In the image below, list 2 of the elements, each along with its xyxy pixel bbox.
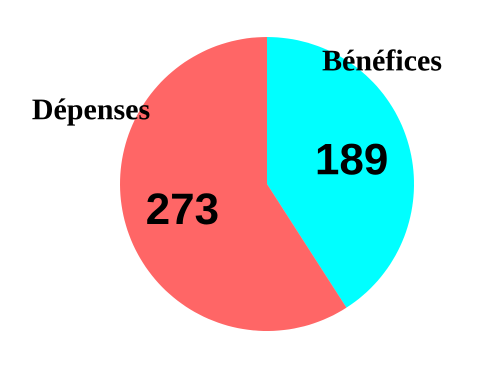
data-label: 189 (318, 144, 387, 175)
data-label: 273 (147, 193, 218, 224)
